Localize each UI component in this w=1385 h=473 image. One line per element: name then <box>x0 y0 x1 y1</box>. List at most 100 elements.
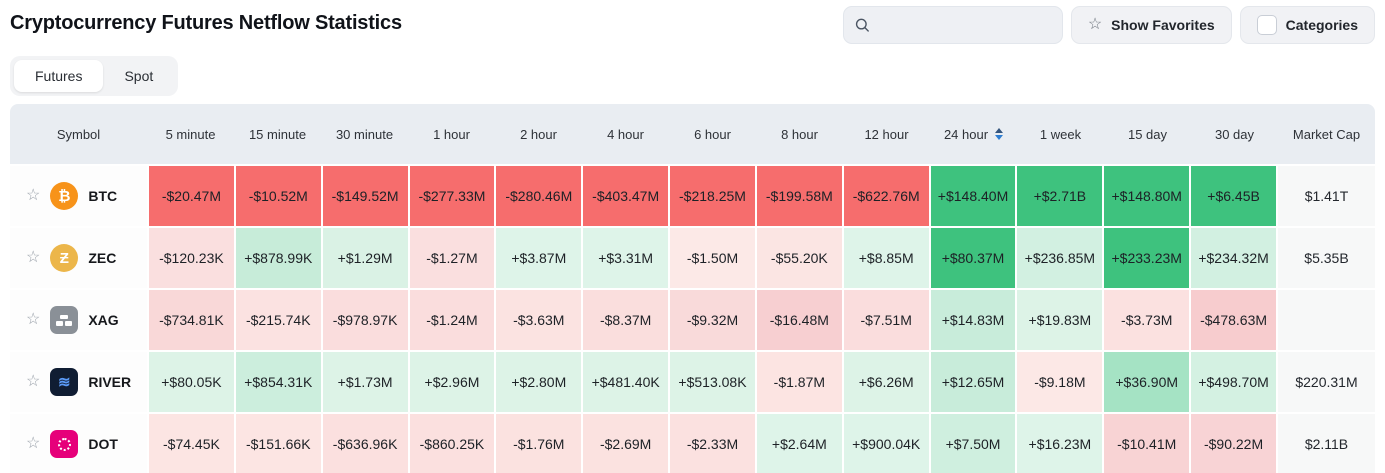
column-header-label: 1 hour <box>433 126 470 142</box>
column-header-label: 6 hour <box>694 126 731 142</box>
favorite-star-icon[interactable]: ☆ <box>26 187 41 204</box>
column-header-label: 5 minute <box>165 126 216 142</box>
column-header-symbol[interactable]: Symbol <box>10 104 147 164</box>
netflow-cell: -$199.58M <box>756 166 842 226</box>
show-favorites-button[interactable]: ☆ Show Favorites <box>1070 6 1232 44</box>
table-header-row: Symbol 5 minute 15 minute 30 minute 1 hour 2 … <box>10 104 1375 164</box>
netflow-cell: +$3.31M <box>583 228 669 288</box>
netflow-cell: +$80.37M <box>930 228 1016 288</box>
netflow-cell: -$10.52M <box>235 166 321 226</box>
netflow-cell: -$978.97K <box>322 290 408 350</box>
netflow-cell: +$2.96M <box>409 352 495 412</box>
symbol-cell[interactable]: ☆ DOT <box>10 414 147 473</box>
silver-ingots-icon <box>56 314 72 326</box>
netflow-cell: +$148.80M <box>1104 166 1190 226</box>
netflow-cell: -$1.87M <box>756 352 842 412</box>
favorite-star-icon[interactable]: ☆ <box>26 373 41 390</box>
netflow-cell: -$218.25M <box>670 166 755 226</box>
market-cap-cell: $2.11B <box>1277 414 1375 473</box>
favorite-star-icon[interactable]: ☆ <box>26 311 41 328</box>
symbol-label: BTC <box>88 188 118 204</box>
netflow-cell: +$236.85M <box>1017 228 1103 288</box>
column-header-1-hour[interactable]: 1 hour <box>408 104 495 164</box>
netflow-cell: +$498.70M <box>1191 352 1276 412</box>
column-header-2-hour[interactable]: 2 hour <box>495 104 582 164</box>
page-title: Cryptocurrency Futures Netflow Statistic… <box>10 12 402 34</box>
column-header-market-cap[interactable]: Market Cap <box>1278 104 1375 164</box>
tab-futures[interactable]: Futures <box>14 60 104 92</box>
column-header-15-minute[interactable]: 15 minute <box>234 104 321 164</box>
favorite-star-icon[interactable]: ☆ <box>26 435 41 452</box>
symbol-label: DOT <box>88 436 118 452</box>
column-header-8-hour[interactable]: 8 hour <box>756 104 843 164</box>
netflow-cell: -$9.18M <box>1017 352 1103 412</box>
symbol-cell[interactable]: ☆ Ƶ ZEC <box>10 228 147 288</box>
column-header-30-day[interactable]: 30 day <box>1191 104 1278 164</box>
netflow-cell: -$151.66K <box>235 414 321 473</box>
column-header-1-week[interactable]: 1 week <box>1017 104 1104 164</box>
column-header-label: 15 day <box>1127 126 1168 142</box>
netflow-cell: -$90.22M <box>1191 414 1276 473</box>
symbol-cell[interactable]: ☆ ≋ RIVER <box>10 352 147 412</box>
column-header-6-hour[interactable]: 6 hour <box>669 104 756 164</box>
netflow-cell: -$734.81K <box>149 290 234 350</box>
column-header-label: 8 hour <box>781 126 818 142</box>
tab-spot[interactable]: Spot <box>103 60 174 92</box>
zec-coin-icon: Ƶ <box>50 244 79 272</box>
table-row-dot[interactable]: ☆ DOT -$74.45K -$151.66K -$636.96K -$860.25K -… <box>10 414 1375 473</box>
netflow-cell: -$403.47M <box>583 166 669 226</box>
netflow-cell: +$19.83M <box>1017 290 1103 350</box>
symbol-cell[interactable]: ☆ ₿ BTC <box>10 166 147 226</box>
netflow-cell: +$854.31K <box>235 352 321 412</box>
search-input[interactable] <box>870 17 1052 33</box>
column-header-label: 24 hour <box>943 126 989 142</box>
netflow-cell: +$16.23M <box>1017 414 1103 473</box>
netflow-cell: -$10.41M <box>1104 414 1190 473</box>
column-header-label: 30 day <box>1214 126 1255 142</box>
table-body: ☆ ₿ BTC -$20.47M -$10.52M -$149.52M -$277.33M -… <box>10 166 1375 473</box>
column-header-30-minute[interactable]: 30 minute <box>321 104 408 164</box>
column-header-24-hour[interactable]: 24 hour <box>930 104 1017 164</box>
table-row-zec[interactable]: ☆ Ƶ ZEC -$120.23K +$878.99K +$1.29M -$1.27M +$3… <box>10 228 1375 288</box>
netflow-cell: -$8.37M <box>583 290 669 350</box>
netflow-cell: +$7.50M <box>930 414 1016 473</box>
netflow-cell: -$3.73M <box>1104 290 1190 350</box>
favorite-star-icon[interactable]: ☆ <box>26 249 41 266</box>
netflow-cell: +$1.29M <box>322 228 408 288</box>
column-header-5-minute[interactable]: 5 minute <box>147 104 234 164</box>
netflow-cell: +$900.04K <box>843 414 929 473</box>
column-header-label: 2 hour <box>520 126 557 142</box>
netflow-cell: +$234.32M <box>1191 228 1276 288</box>
table-row-xag[interactable]: ☆ XAG -$734.81K -$215.74K -$978.97K -$1.24M -$… <box>10 290 1375 350</box>
netflow-cell: -$74.45K <box>149 414 234 473</box>
netflow-cell: +$6.45B <box>1191 166 1276 226</box>
netflow-cell: -$2.33M <box>670 414 755 473</box>
netflow-cell: +$2.64M <box>756 414 842 473</box>
column-header-label: Symbol <box>56 126 101 142</box>
search-box[interactable] <box>842 6 1063 44</box>
column-header-4-hour[interactable]: 4 hour <box>582 104 669 164</box>
netflow-cell: +$481.40K <box>583 352 669 412</box>
netflow-cell: +$878.99K <box>235 228 321 288</box>
symbol-label: XAG <box>88 312 119 328</box>
netflow-cell: +$8.85M <box>843 228 929 288</box>
netflow-cell: +$80.05K <box>149 352 234 412</box>
column-header-15-day[interactable]: 15 day <box>1104 104 1191 164</box>
netflow-cell: -$9.32M <box>670 290 755 350</box>
netflow-cell: -$1.76M <box>496 414 582 473</box>
netflow-cell: -$55.20K <box>756 228 842 288</box>
netflow-cell: -$1.50M <box>670 228 755 288</box>
column-header-label: 4 hour <box>607 126 644 142</box>
netflow-cell: +$233.23M <box>1104 228 1190 288</box>
categories-checkbox[interactable] <box>1256 15 1277 35</box>
symbol-cell[interactable]: ☆ XAG <box>10 290 147 350</box>
symbol-label: ZEC <box>88 250 117 266</box>
table-row-river[interactable]: ☆ ≋ RIVER +$80.05K +$854.31K +$1.73M +$2.96M +$… <box>10 352 1375 412</box>
netflow-cell: -$636.96K <box>322 414 408 473</box>
categories-button[interactable]: Categories <box>1239 6 1375 44</box>
column-header-12-hour[interactable]: 12 hour <box>843 104 930 164</box>
table-row-btc[interactable]: ☆ ₿ BTC -$20.47M -$10.52M -$149.52M -$277.33M -… <box>10 166 1375 226</box>
netflow-cell: +$148.40M <box>930 166 1016 226</box>
dot-coin-icon <box>50 430 79 458</box>
